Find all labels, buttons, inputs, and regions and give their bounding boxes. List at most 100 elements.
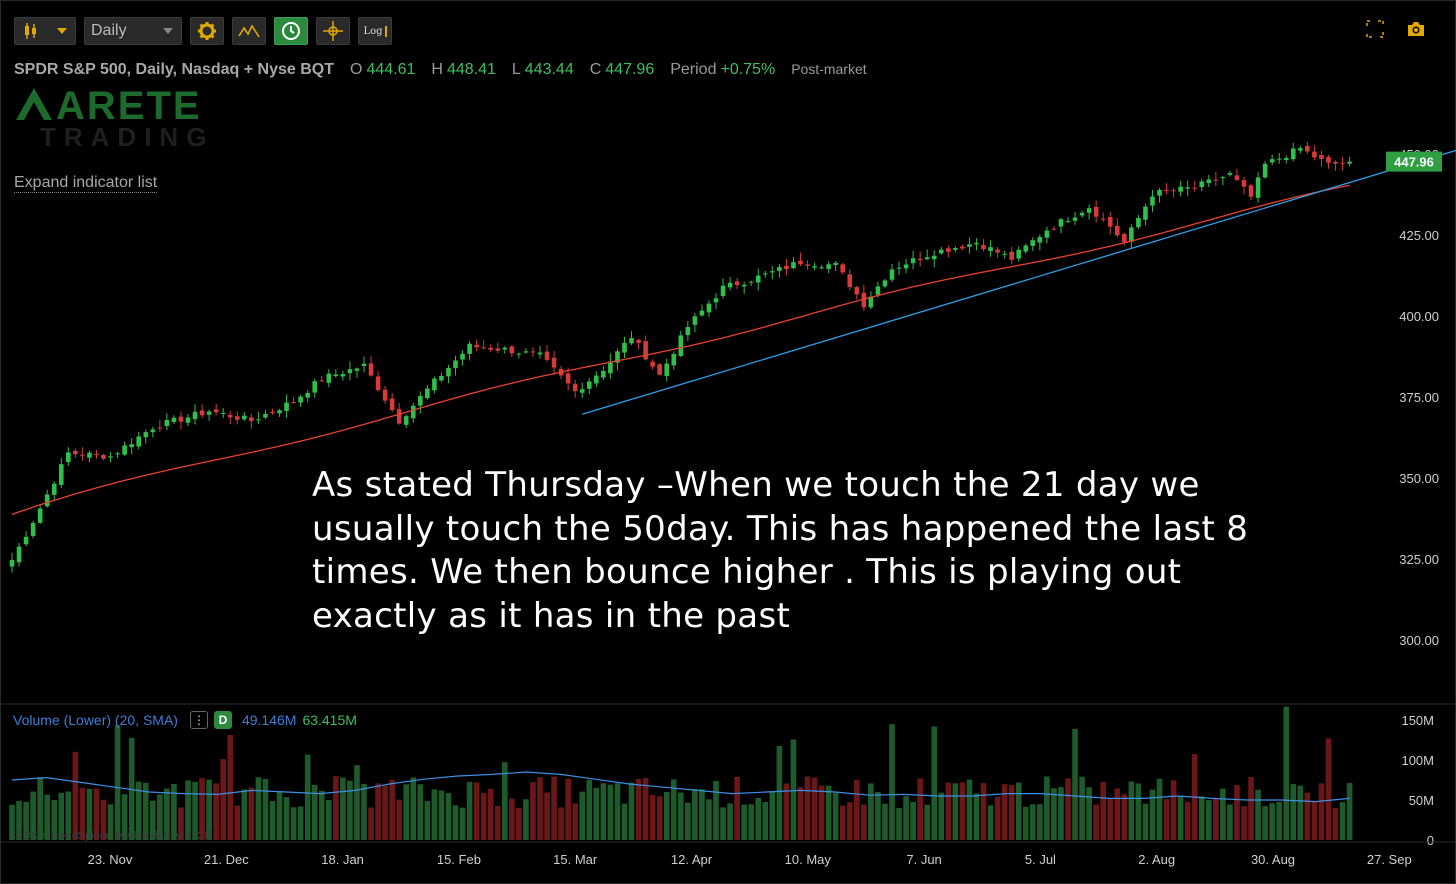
log-scale-button[interactable]: Log	[358, 17, 392, 45]
volume-bar	[811, 777, 818, 840]
open-label: O	[349, 61, 363, 78]
candle-body	[108, 456, 113, 458]
candle	[854, 285, 860, 300]
indicator-menu-button[interactable]: ⋮	[189, 711, 208, 729]
candle-body	[199, 410, 205, 416]
candle-body	[1079, 212, 1085, 216]
candle-body	[1248, 185, 1254, 197]
volume-bar	[206, 779, 212, 840]
interval-value: Daily	[91, 22, 127, 39]
symbol-name[interactable]: SPDR S&P 500, Daily, Nasdaq + Nyse BQT	[14, 61, 334, 78]
candle	[1262, 160, 1268, 179]
candle-body	[439, 375, 444, 381]
candle-body	[1319, 155, 1324, 159]
candle-body	[1305, 145, 1310, 152]
candle-body	[1290, 148, 1296, 160]
volume-bar	[72, 751, 79, 840]
candle-body	[805, 264, 810, 266]
trendline	[582, 149, 1456, 415]
candle	[347, 361, 353, 381]
camera-icon[interactable]	[1406, 20, 1426, 38]
candle-body	[875, 286, 881, 295]
candle	[44, 489, 50, 508]
volume-bar	[861, 804, 867, 840]
candle-body	[1298, 148, 1303, 151]
volume-bar	[171, 783, 177, 840]
volume-bar	[713, 780, 719, 840]
volume-bar	[51, 800, 58, 840]
clock-icon	[282, 22, 300, 40]
volume-value: 63.415M	[302, 712, 357, 728]
candle-body	[565, 373, 571, 384]
candle-body	[368, 363, 374, 376]
candle-body	[1044, 230, 1050, 238]
volume-bar	[889, 724, 895, 840]
candle-body	[425, 388, 430, 399]
candle	[819, 265, 824, 270]
candle-body	[1283, 158, 1289, 160]
expand-indicator-list[interactable]: Expand indicator list	[14, 174, 158, 193]
candle	[770, 266, 775, 280]
candle	[960, 244, 965, 251]
candle-body	[263, 413, 268, 418]
settings-button[interactable]	[190, 17, 224, 45]
candle-body	[51, 483, 57, 495]
volume-bar	[311, 784, 318, 840]
crosshair-icon	[323, 21, 343, 41]
candle	[791, 256, 796, 270]
candle	[481, 340, 486, 350]
candle-body	[1143, 206, 1148, 220]
volume-bar	[1121, 794, 1128, 840]
candle	[1122, 232, 1127, 246]
volume-bar	[424, 801, 431, 840]
drawing-tool-button[interactable]	[232, 17, 266, 45]
candle-body	[784, 265, 789, 270]
candle-body	[1192, 187, 1198, 189]
volume-bar	[685, 802, 691, 840]
candle	[713, 293, 719, 309]
candle	[594, 371, 599, 388]
candle-body	[347, 369, 353, 374]
volume-bar	[720, 807, 726, 840]
candle	[495, 342, 501, 354]
volume-bar	[1311, 801, 1318, 840]
candle	[671, 351, 677, 370]
candle	[882, 278, 888, 289]
crosshair-button[interactable]	[316, 17, 350, 45]
candle	[777, 263, 782, 278]
volume-bar	[635, 778, 642, 840]
fullscreen-icon[interactable]	[1366, 20, 1384, 38]
volume-bar	[1015, 782, 1022, 840]
candle-body	[1157, 189, 1162, 196]
candle-body	[1114, 225, 1120, 236]
candle	[51, 481, 57, 501]
candle	[30, 520, 36, 539]
candle	[840, 262, 846, 275]
candle	[157, 419, 163, 433]
history-button[interactable]	[274, 17, 308, 45]
volume-bar	[565, 778, 571, 840]
candle-body	[910, 258, 916, 264]
volume-bar	[227, 734, 234, 840]
indicator-d-button[interactable]: D	[213, 711, 232, 729]
interval-dropdown[interactable]: Daily	[84, 17, 182, 45]
candle	[389, 393, 395, 413]
candle-body	[882, 280, 888, 287]
candle-body	[44, 494, 50, 507]
candle-body	[516, 353, 522, 355]
last-price-bg	[1386, 151, 1442, 172]
volume-indicator-name[interactable]: Volume (Lower) (20, SMA)	[13, 712, 178, 728]
candle-body	[636, 339, 641, 343]
candle	[1114, 218, 1120, 238]
candle-body	[938, 249, 944, 254]
volume-bar	[107, 804, 114, 840]
candle	[523, 348, 529, 354]
candle-body	[87, 452, 92, 458]
candle	[1241, 177, 1247, 195]
candle-body	[960, 246, 965, 249]
candle-body	[777, 267, 782, 271]
candle	[551, 351, 557, 376]
chart-type-dropdown[interactable]	[14, 17, 76, 45]
candle-body	[819, 267, 824, 269]
